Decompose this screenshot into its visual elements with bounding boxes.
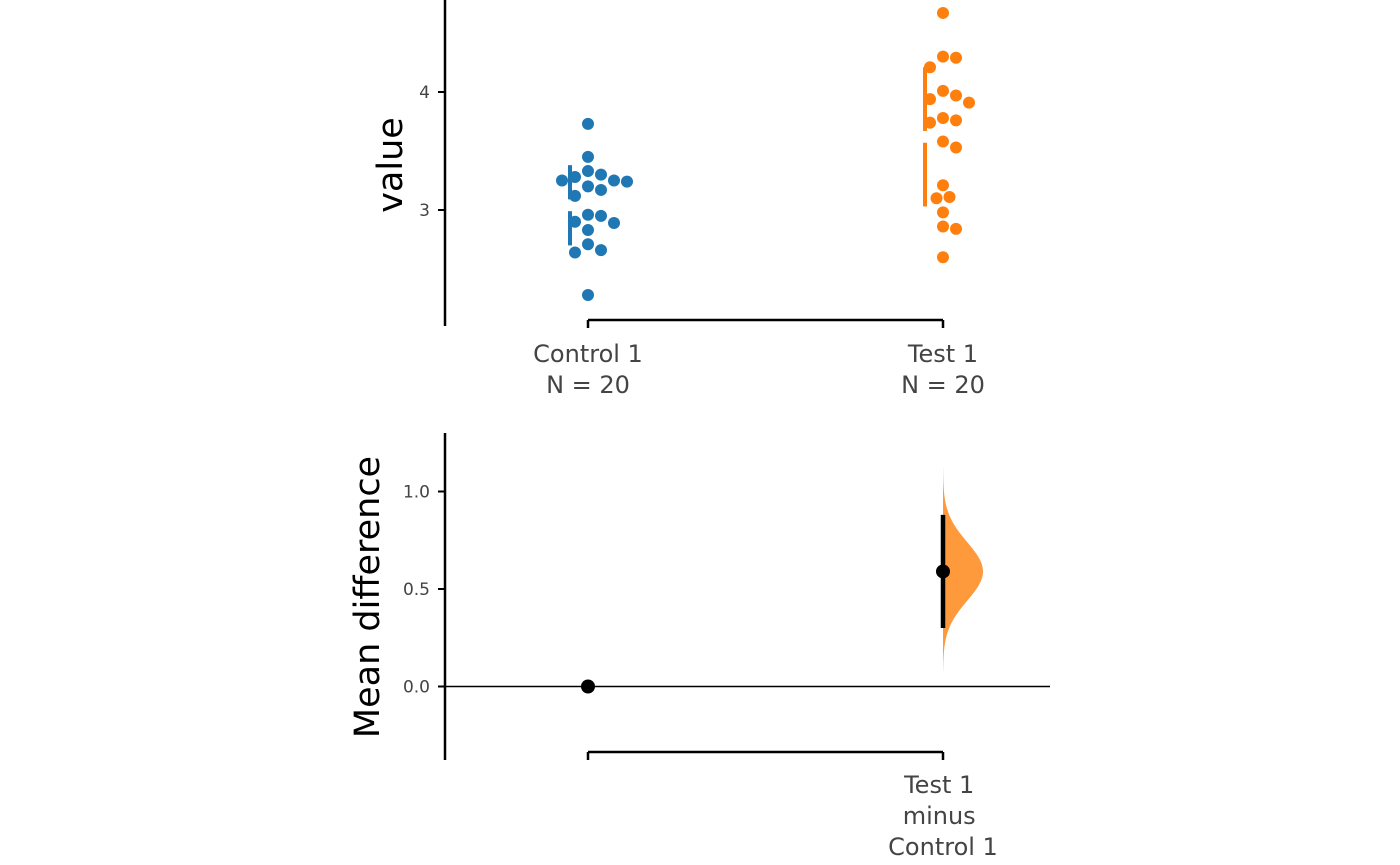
mean-difference-panel: Mean difference 0.0 0.5 1.0 Test 1 minus C… bbox=[348, 433, 1050, 861]
raw-data-panel: value 3 4 Control 1 N = 20 Test 1 N = 20 bbox=[371, 0, 985, 399]
test-1-point-7 bbox=[963, 96, 975, 109]
mean-difference-point bbox=[936, 564, 950, 579]
bottom-y-tick-label-2: 1.0 bbox=[403, 483, 430, 503]
test-1-point-17 bbox=[937, 220, 949, 233]
control-1-point-8 bbox=[582, 180, 594, 193]
x-label-contrast-line-3: Control 1 bbox=[888, 833, 998, 861]
x-label-control-1: Control 1 bbox=[533, 340, 643, 368]
control-1-point-7 bbox=[621, 175, 633, 188]
bottom-y-tick-label-1: 0.5 bbox=[403, 580, 430, 600]
top-y-tick-label-3: 3 bbox=[419, 201, 430, 221]
test-1-point-18 bbox=[950, 222, 962, 235]
x-label-contrast: Test 1 minus Control 1 bbox=[888, 771, 998, 861]
control-1-point-2 bbox=[582, 165, 594, 178]
x-label-contrast-line-2: minus bbox=[903, 802, 976, 830]
test-1-point-14 bbox=[943, 191, 956, 204]
control-1-point-5 bbox=[608, 174, 620, 187]
test-1-point-1 bbox=[937, 50, 949, 63]
top-y-axis-title: value bbox=[371, 117, 411, 213]
control-1-point-18 bbox=[569, 246, 581, 259]
control-1-point-16 bbox=[582, 238, 594, 251]
control-1-point-12 bbox=[595, 209, 607, 222]
top-y-tick-label-4: 4 bbox=[419, 83, 430, 103]
x-label-test-1: Test 1 bbox=[907, 340, 978, 368]
control-1-point-1 bbox=[582, 150, 594, 163]
bootstrap-distribution-violin bbox=[943, 468, 983, 671]
x-label-test-1-n: N = 20 bbox=[901, 371, 985, 399]
reference-zero-point bbox=[581, 679, 595, 694]
control-1-point-9 bbox=[595, 183, 607, 196]
test-1-point-12 bbox=[950, 141, 962, 154]
test-1-point-13 bbox=[937, 179, 949, 192]
test-1-point-4 bbox=[937, 84, 949, 97]
control-1-point-3 bbox=[595, 168, 607, 181]
control-1-point-15 bbox=[582, 224, 594, 237]
x-label-contrast-line-1: Test 1 bbox=[903, 771, 974, 799]
control-1-point-19 bbox=[582, 288, 594, 301]
test-1-point-8 bbox=[937, 111, 949, 124]
bottom-y-tick-label-0: 0.0 bbox=[403, 678, 430, 698]
control-1-point-0 bbox=[582, 117, 594, 130]
control-1-point-11 bbox=[582, 208, 594, 221]
bottom-y-axis-title: Mean difference bbox=[348, 456, 388, 738]
x-label-control-1-n: N = 20 bbox=[546, 371, 630, 399]
test-1-point-15 bbox=[930, 192, 943, 205]
test-1-point-19 bbox=[937, 251, 949, 264]
test-1-point-0 bbox=[937, 6, 949, 19]
control-1-point-6 bbox=[556, 174, 568, 187]
control-1-point-17 bbox=[595, 244, 607, 257]
test-1-point-2 bbox=[950, 51, 962, 64]
test-1-point-5 bbox=[950, 89, 962, 102]
test-1-point-16 bbox=[937, 206, 949, 219]
test-1-point-9 bbox=[950, 114, 962, 127]
control-1-point-14 bbox=[608, 216, 620, 229]
test-1-point-11 bbox=[937, 135, 949, 148]
